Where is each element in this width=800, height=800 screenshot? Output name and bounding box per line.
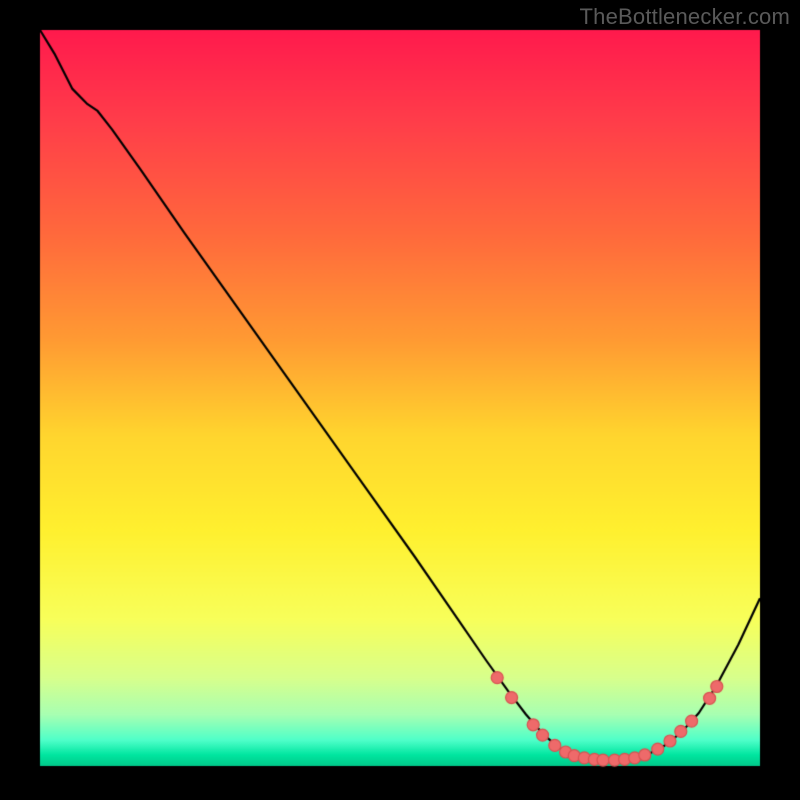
bottleneck-chart-canvas (0, 0, 800, 800)
watermark-label: TheBottlenecker.com (580, 4, 790, 30)
